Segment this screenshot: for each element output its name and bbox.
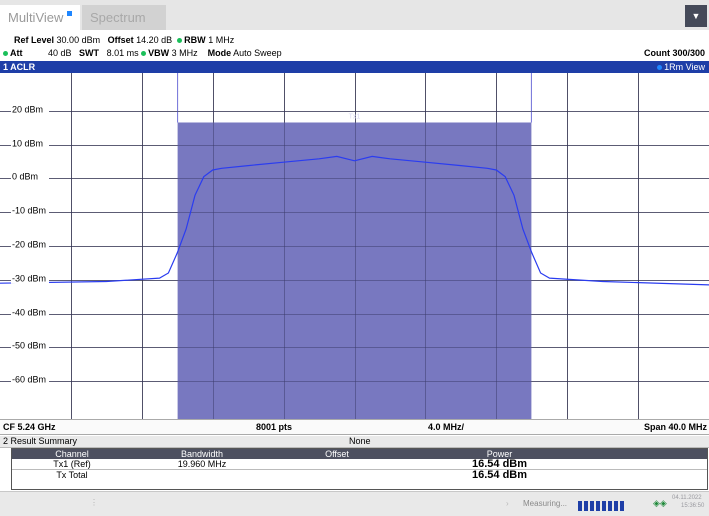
measuring-status: Measuring... [523, 499, 568, 508]
progress-segments [578, 501, 624, 511]
settings-line-1: Ref Level 30.00 dBm Offset 14.20 dB RBW … [14, 35, 234, 45]
y-tick-label-bg [11, 205, 49, 216]
y-tick-label-bg [11, 307, 49, 318]
division-label: 4.0 MHz/ [428, 422, 465, 432]
y-tick-label: -40 dBm [12, 308, 46, 318]
window-title: 1 ACLR [3, 62, 36, 72]
channel-label: Tx1 [349, 113, 361, 120]
y-tick-label: -10 dBm [12, 206, 46, 216]
y-tick-label: -50 dBm [12, 341, 46, 351]
vbw-value[interactable]: 3 MHz [171, 48, 198, 58]
swt-value[interactable]: 8.01 ms [106, 48, 139, 58]
ref-level-value[interactable]: 30.00 dBm [56, 35, 101, 45]
spectrum-plot[interactable]: Tx1 20 dBm 10 dBm 0 dBm -10 dBm -20 dBm -30 d… [0, 73, 709, 419]
result-table: Channel Bandwidth Offset Power Tx1 (Ref)… [11, 448, 708, 490]
row-channel: Tx Total [56, 470, 88, 480]
status-time: 15:36:50 [681, 503, 705, 509]
rbw-label: RBW [184, 35, 206, 45]
table-row[interactable]: Tx Total 16.54 dBm [12, 469, 707, 481]
table-row[interactable]: Tx1 (Ref) 19.960 MHz 16.54 dBm [12, 459, 707, 470]
network-icon: ◈◈ [653, 498, 667, 508]
plot-footer: CF 5.24 GHz 8001 pts 4.0 MHz/ Span 40.0 … [0, 419, 709, 435]
row-power: 16.54 dBm [471, 469, 528, 481]
row-bandwidth: 19.960 MHz [177, 459, 227, 469]
settings-line-2: Att [3, 48, 23, 58]
rbw-value[interactable]: 1 MHz [208, 35, 235, 45]
y-tick-label-bg [11, 374, 49, 385]
y-tick-label-bg [11, 138, 49, 149]
center-frequency[interactable]: CF 5.24 GHz [3, 422, 56, 432]
y-tick-labels: 20 dBm 10 dBm 0 dBm -10 dBm -20 dBm -30 dBm -4… [11, 104, 49, 385]
swt-label: SWT [79, 48, 100, 58]
y-tick-label-bg [11, 171, 49, 182]
span-value[interactable]: Span 40.0 MHz [643, 422, 707, 432]
tab-multiview-label: MultiView [8, 10, 64, 25]
window-title-bar[interactable]: 1 ACLR 1Rm View [0, 61, 709, 73]
status-chevron-icon-2: › [506, 499, 509, 508]
att-coupled-icon [3, 51, 8, 57]
result-summary-title-bar[interactable]: 2 Result Summary None [0, 436, 709, 448]
spectrum-svg: Tx1 20 dBm 10 dBm 0 dBm -10 dBm -20 dBm -30 d… [0, 73, 709, 419]
tab-spectrum-label: Spectrum [90, 10, 146, 25]
row-channel: Tx1 (Ref) [53, 459, 91, 469]
tab-multiview[interactable]: MultiView [0, 5, 80, 30]
result-table-header: Channel Bandwidth Offset Power [12, 449, 707, 459]
vbw-coupled-icon [141, 51, 147, 57]
mode-value[interactable]: Auto Sweep [233, 48, 282, 58]
y-tick-label: 0 dBm [12, 172, 38, 182]
result-summary-title: 2 Result Summary [3, 436, 78, 446]
tab-bar: MultiView Spectrum ▼ [0, 0, 709, 30]
status-bar: ⋮ › Measuring... ◈◈ 04.11.2022 15:36:50 [0, 491, 709, 516]
y-tick-label: 10 dBm [12, 139, 43, 149]
y-tick-label: -60 dBm [12, 375, 46, 385]
y-tick-label: -30 dBm [12, 274, 46, 284]
tab-multiview-indicator [67, 11, 72, 16]
y-tick-label-bg [11, 340, 49, 351]
menu-button[interactable]: ▼ [685, 5, 707, 27]
trace-label: 1Rm View [664, 62, 705, 72]
y-tick-label-bg [11, 273, 49, 284]
sweep-count: Count 300/300 [643, 48, 705, 58]
status-date: 04.11.2022 [672, 495, 702, 501]
rbw-coupled-icon [177, 38, 183, 44]
header-power: Power [486, 449, 513, 459]
att-value[interactable]: 40 dB [48, 48, 72, 58]
offset-value[interactable]: 14.20 dB [136, 35, 173, 45]
att-label: Att [10, 48, 23, 58]
progress-bar [578, 498, 624, 511]
channel-bar-tx1 [177, 122, 532, 419]
trace-line [0, 155, 709, 286]
chevron-down-icon: ▼ [691, 11, 701, 21]
status-chevron-icon[interactable]: ⋮ [90, 498, 98, 507]
y-tick-label: 20 dBm [12, 105, 43, 115]
tab-spectrum[interactable]: Spectrum [82, 5, 166, 30]
vbw-label: VBW [148, 48, 170, 58]
y-tick-label-bg [11, 239, 49, 250]
result-summary-none: None [349, 436, 371, 446]
row-power: 16.54 dBm [471, 458, 528, 470]
header-channel: Channel [55, 449, 89, 459]
att-value-wrap: 40 dB SWT 8.01 ms VBW 3 MHz Mode Auto Sw… [48, 48, 282, 58]
y-tick-label-bg [11, 104, 49, 115]
header-offset: Offset [325, 449, 349, 459]
trace-indicator[interactable]: 1Rm View [656, 61, 705, 73]
offset-label: Offset [107, 35, 134, 45]
trace-dot-icon [656, 65, 662, 71]
y-tick-label: -20 dBm [12, 240, 46, 250]
sweep-points[interactable]: 8001 pts [256, 422, 293, 432]
header-bandwidth: Bandwidth [180, 449, 224, 459]
ref-level-label: Ref Level [14, 35, 55, 45]
mode-label: Mode [207, 48, 232, 58]
